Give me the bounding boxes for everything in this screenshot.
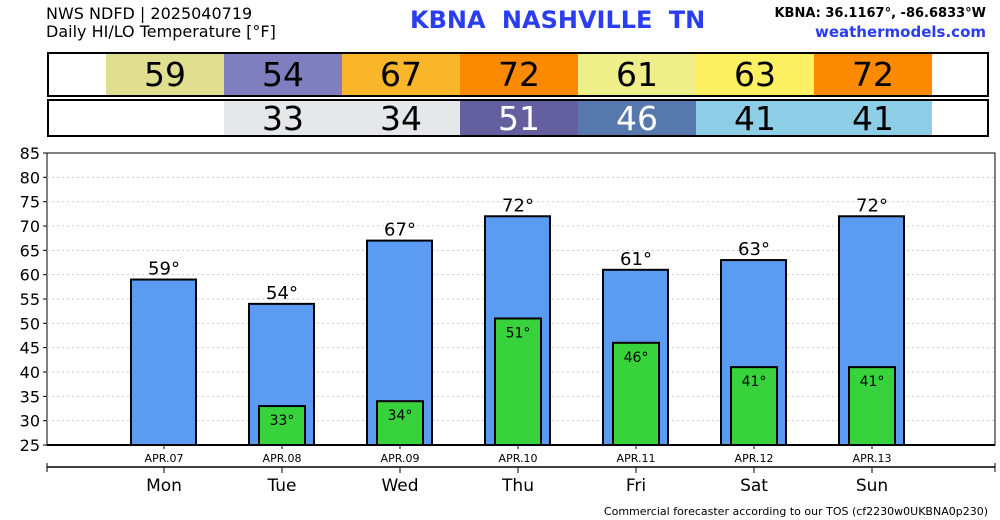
hi-temp-cell: 54	[224, 54, 342, 95]
date-label: APR.07	[145, 452, 184, 465]
y-tick-label: 45	[20, 339, 40, 358]
date-label: APR.13	[853, 452, 892, 465]
high-label: 67°	[384, 220, 416, 241]
y-tick-label: 85	[20, 144, 40, 163]
high-label: 72°	[856, 195, 888, 216]
date-label: APR.08	[263, 452, 302, 465]
day-label: Sun	[856, 476, 888, 496]
hi-temp-cell: 61	[578, 54, 696, 95]
lo-temp-cell: 41	[696, 99, 814, 138]
lo-temp-cell: 41	[814, 99, 932, 138]
lo-temp-cell: 33	[224, 99, 342, 138]
y-tick-label: 65	[20, 241, 40, 260]
station-name: KBNA NASHVILLE TN	[410, 6, 706, 34]
lo-temp-cell: 46	[578, 99, 696, 138]
hi-temp-cell: 72	[460, 54, 578, 95]
hi-temp-cell: 67	[342, 54, 460, 95]
y-tick-label: 55	[20, 290, 40, 309]
hi-temp-cell: 59	[106, 54, 224, 95]
site-link[interactable]: weathermodels.com	[814, 23, 986, 41]
y-tick-label: 60	[20, 266, 40, 285]
low-bar	[730, 366, 778, 446]
low-label: 51°	[506, 325, 531, 341]
day-label: Sat	[740, 476, 768, 496]
high-temp-table: 59 54 67 72 61 63 72	[47, 52, 989, 97]
date-label: APR.12	[735, 452, 774, 465]
lo-temp-cell: 51	[460, 99, 578, 138]
low-temp-table: 33 34 51 46 41 41	[47, 99, 989, 138]
y-tick-label: 40	[20, 363, 40, 382]
day-label: Tue	[266, 476, 296, 496]
low-label: 46°	[624, 350, 649, 366]
low-bar	[494, 317, 542, 447]
high-label: 59°	[148, 259, 180, 280]
y-tick-label: 70	[20, 217, 40, 236]
y-tick-label: 80	[20, 168, 40, 187]
date-label: APR.09	[381, 452, 420, 465]
y-tick-label: 25	[20, 436, 40, 455]
day-label: Fri	[626, 476, 646, 496]
high-bar	[130, 278, 197, 446]
date-label: APR.11	[617, 452, 656, 465]
high-label: 54°	[266, 283, 298, 304]
lo-temp-cell: 34	[342, 99, 460, 138]
low-bar	[258, 405, 306, 447]
low-bar	[848, 366, 896, 446]
high-label: 61°	[620, 249, 652, 270]
day-label: Wed	[381, 476, 418, 496]
day-label: Mon	[146, 476, 182, 496]
y-tick-label: 35	[20, 387, 40, 406]
y-tick-label: 75	[20, 193, 40, 212]
hi-temp-cell: 63	[696, 54, 814, 95]
footer-note: Commercial forecaster according to our T…	[603, 505, 988, 518]
high-label: 63°	[738, 239, 770, 260]
y-tick-label: 50	[20, 314, 40, 333]
low-label: 41°	[742, 374, 767, 390]
y-tick-label: 30	[20, 412, 40, 431]
low-label: 33°	[270, 413, 295, 429]
chart-subtitle: Daily HI/LO Temperature [°F]	[46, 22, 276, 41]
product-title: NWS NDFD | 2025040719	[46, 4, 253, 23]
hi-temp-cell: 72	[814, 54, 932, 95]
low-label: 41°	[860, 374, 885, 390]
day-label: Thu	[501, 476, 534, 496]
station-coords: KBNA: 36.1167°, -86.6833°W	[774, 6, 986, 21]
high-label: 72°	[502, 195, 534, 216]
date-label: APR.10	[499, 452, 538, 465]
low-label: 34°	[388, 408, 413, 424]
